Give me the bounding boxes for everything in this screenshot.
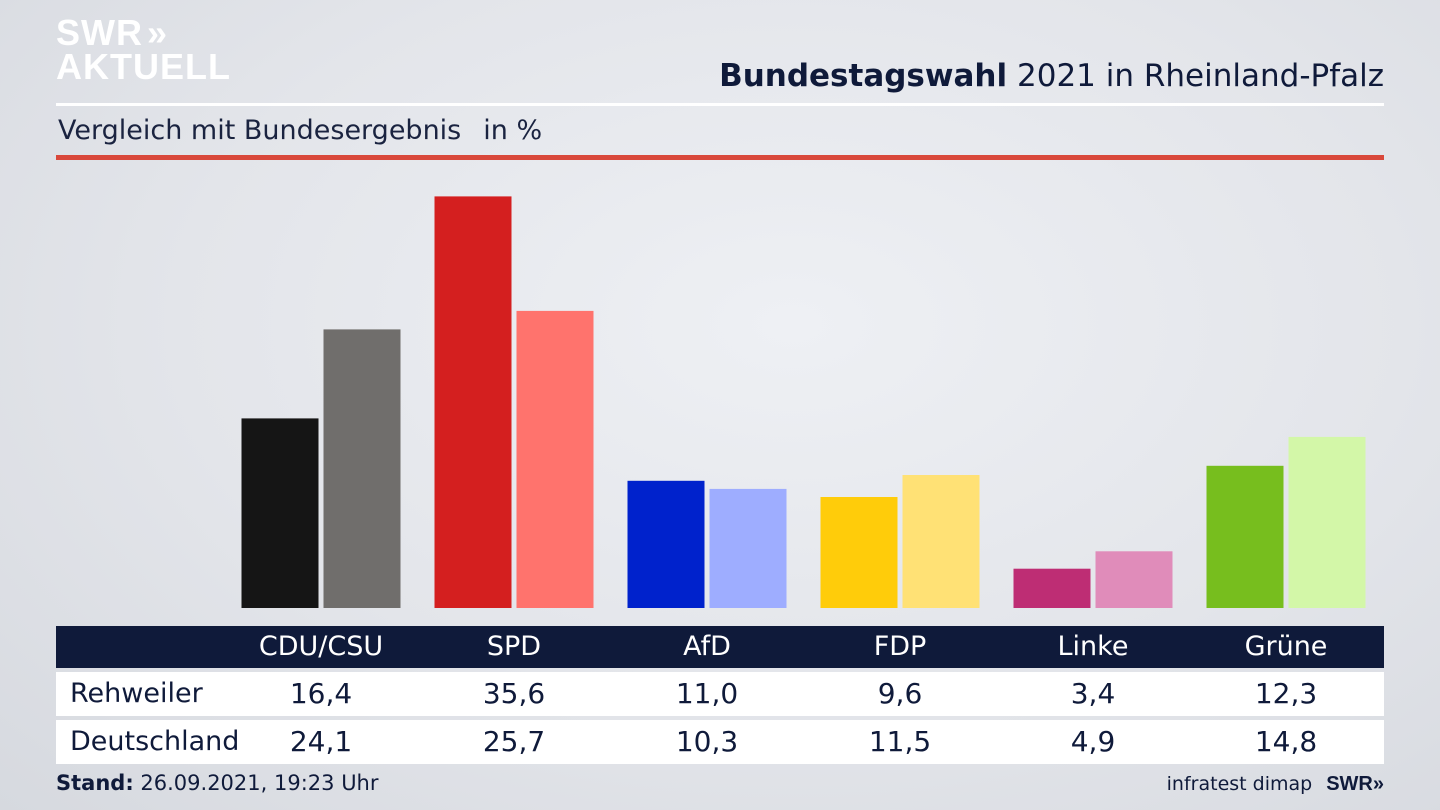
value-label-afd-rehweiler: 11,0 — [675, 677, 739, 710]
value-label-cdu-csu-deutschland: 24,1 — [289, 725, 353, 758]
column-header-fdp: FDP — [873, 631, 927, 662]
row-label-rehweiler: Rehweiler — [70, 678, 203, 709]
value-label-spd-deutschland: 25,7 — [482, 725, 546, 758]
bar-gruene-deutschland — [1288, 436, 1366, 608]
results-table: CDU/CSU SPD AfD FDP Linke Grüne Rehweiler 16,… — [56, 626, 1384, 764]
value-label-cdu-csu-rehweiler: 16,4 — [289, 677, 353, 710]
column-header-afd: AfD — [683, 631, 731, 662]
bar-fdp-rehweiler — [820, 497, 898, 608]
bar-cdu-csu-rehweiler — [241, 418, 319, 608]
value-label-linke-rehweiler: 3,4 — [1070, 677, 1116, 710]
bar-spd-deutschland — [516, 310, 594, 608]
value-label-fdp-rehweiler: 9,6 — [877, 677, 923, 710]
subtitle-text: Vergleich mit Bundesergebnis — [58, 115, 462, 146]
column-header-linke: Linke — [1057, 631, 1129, 662]
subtitle-divider — [56, 155, 1384, 160]
value-label-fdp-deutschland: 11,5 — [868, 725, 932, 758]
value-label-afd-deutschland: 10,3 — [675, 725, 739, 758]
source-text: infratest dimap — [1166, 773, 1313, 795]
chart-subtitle: Vergleich mit Bundesergebnis in % — [58, 115, 542, 146]
row-label-deutschland: Deutschland — [70, 726, 240, 757]
column-header-spd: SPD — [486, 631, 542, 662]
bar-gruene-rehweiler — [1206, 465, 1284, 608]
value-label-gruene-deutschland: 14,8 — [1254, 725, 1318, 758]
bar-chart — [241, 196, 1366, 608]
value-label-spd-rehweiler: 35,6 — [482, 677, 546, 710]
title-bold: Bundestagswahl — [719, 58, 1008, 94]
logo-line2: AKTUELL — [56, 46, 231, 87]
bar-afd-deutschland — [709, 488, 787, 608]
title-rest: 2021 in Rheinland-Pfalz — [1017, 58, 1384, 94]
bar-linke-rehweiler — [1013, 568, 1091, 608]
header-divider — [56, 103, 1384, 106]
timestamp-label: Stand: — [56, 771, 134, 795]
value-label-gruene-rehweiler: 12,3 — [1254, 677, 1318, 710]
bar-linke-deutschland — [1095, 551, 1173, 608]
value-label-linke-deutschland: 4,9 — [1070, 725, 1116, 758]
swr-brand-logo: SWR» — [1326, 773, 1384, 795]
timestamp: Stand: 26.09.2021, 19:23 Uhr — [56, 771, 379, 795]
source-credit: infratest dimap SWR» — [1167, 773, 1384, 796]
page-title: Bundestagswahl 2021 in Rheinland-Pfalz — [719, 58, 1384, 94]
bar-cdu-csu-deutschland — [323, 329, 401, 608]
column-header-cdu-csu: CDU/CSU — [258, 631, 384, 662]
column-header-gruene: Grüne — [1244, 631, 1328, 662]
logo-line1: SWR — [56, 12, 143, 53]
table-row-deutschland: Deutschland 24,1 25,7 10,3 11,5 4,9 14,8 — [56, 720, 1384, 764]
table-header-row: CDU/CSU SPD AfD FDP Linke Grüne — [56, 626, 1384, 668]
bar-fdp-deutschland — [902, 475, 980, 608]
timestamp-value: 26.09.2021, 19:23 Uhr — [140, 771, 379, 795]
subtitle-unit: in % — [483, 115, 543, 146]
table-row-rehweiler: Rehweiler 16,4 35,6 11,0 9,6 3,4 12,3 — [56, 672, 1384, 716]
swr-aktuell-logo: SWR» AKTUELL — [56, 15, 231, 87]
bar-spd-rehweiler — [434, 196, 512, 608]
bar-afd-rehweiler — [627, 480, 705, 608]
